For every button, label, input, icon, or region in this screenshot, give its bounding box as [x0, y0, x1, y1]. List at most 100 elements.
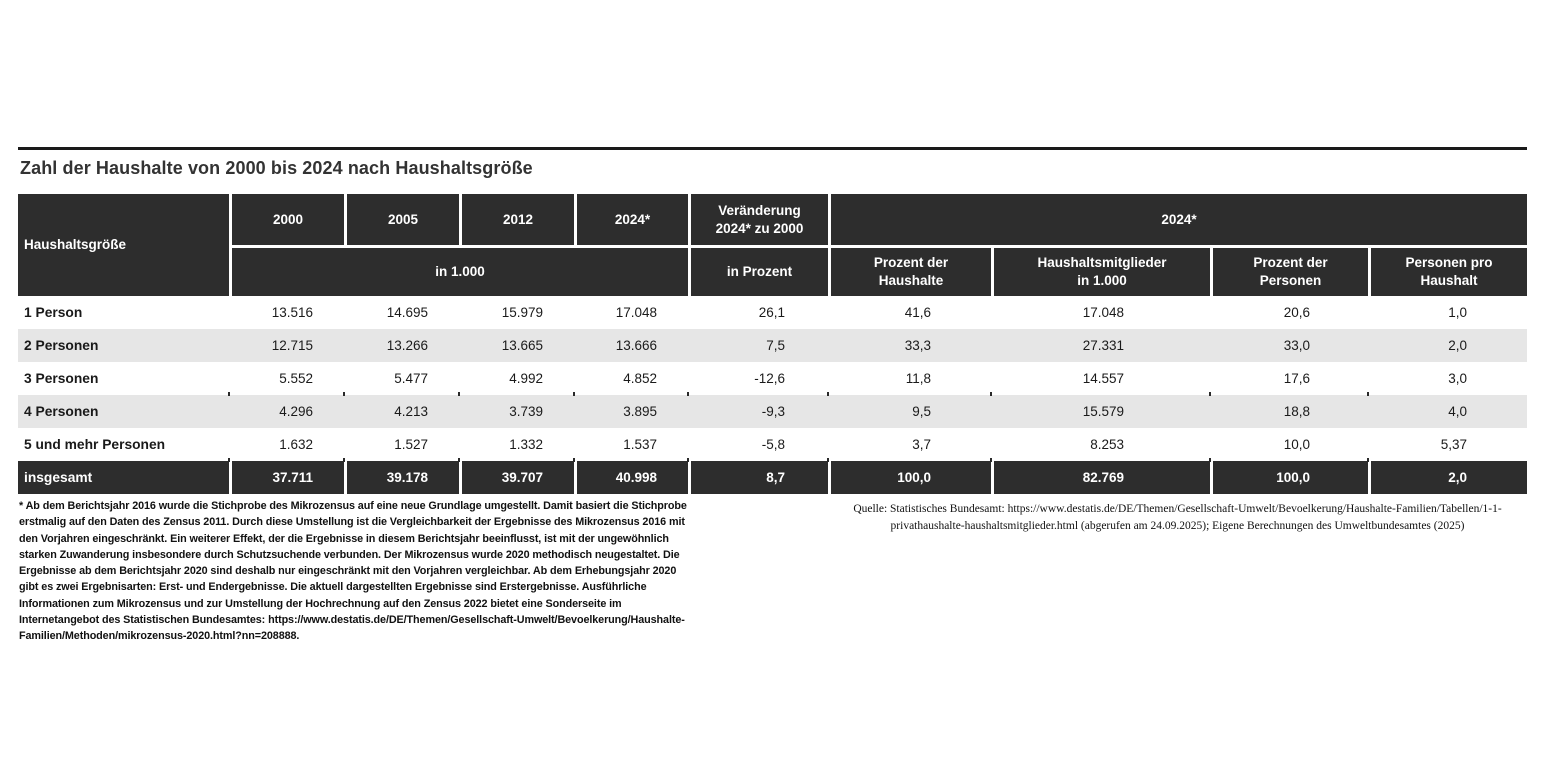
- table-row-1-person: 1 Person 13.516 14.695 15.979 17.048 26,…: [18, 296, 1527, 329]
- cell: 3.739: [459, 395, 574, 428]
- header-year-2024: 2024*: [574, 194, 688, 245]
- cell-border-tick: [827, 392, 829, 396]
- cell: 100,0: [828, 461, 991, 494]
- header-unit-in-1000: in 1.000: [229, 245, 688, 296]
- cell: -5,8: [761, 437, 785, 452]
- subheader-line: in 1.000: [1077, 273, 1127, 288]
- cell: 1.332: [509, 437, 543, 452]
- cell: 5,37: [1440, 437, 1467, 452]
- header-prozent-der-haushalte: Prozent der Haushalte: [828, 245, 991, 296]
- cell: 9,5: [828, 395, 991, 428]
- cell-border-tick: [458, 458, 460, 462]
- header-change-line2: 2024* zu 2000: [715, 220, 804, 236]
- cell: 4,0: [1368, 395, 1527, 428]
- header-year-2012: 2012: [459, 194, 574, 245]
- cell: 100,0: [1210, 461, 1368, 494]
- cell: 8,7: [688, 461, 828, 494]
- cell: 33,0: [1210, 329, 1368, 362]
- cell-border-tick: [687, 458, 689, 462]
- footnote-text: * Ab dem Berichtsjahr 2016 wurde die Sti…: [19, 500, 687, 643]
- cell: 1.527: [394, 437, 428, 452]
- cell: 33,3: [828, 329, 991, 362]
- header-change: Veränderung 2024* zu 2000: [688, 194, 828, 245]
- source-line-1: Quelle: Statistisches Bundesamt: https:/…: [853, 503, 1502, 515]
- cell: 39.178: [344, 461, 459, 494]
- subheader-line: Prozent der: [1253, 255, 1328, 271]
- cell-border-tick: [228, 458, 230, 462]
- cell: 2,0: [1368, 329, 1527, 362]
- cell: 40.998: [574, 461, 688, 494]
- row-label: 2 Personen: [18, 329, 229, 362]
- row-label: 5 und mehr Personen: [24, 437, 166, 452]
- header-haushaltsmitglieder: Haushaltsmitglieder in 1.000: [991, 245, 1210, 296]
- cell-border-tick: [1209, 458, 1211, 462]
- households-table: Haushaltsgröße 2000 2005 2012 2024* Verä…: [18, 194, 1527, 494]
- cell: 5.477: [394, 371, 428, 386]
- cell: 2,0: [1368, 461, 1527, 494]
- header-haushaltsgroesse: Haushaltsgröße: [18, 194, 229, 296]
- cell-border-tick: [573, 458, 575, 462]
- cell: 27.331: [991, 329, 1210, 362]
- page-title: Zahl der Haushalte von 2000 bis 2024 nac…: [20, 158, 533, 178]
- header-year-2005: 2005: [344, 194, 459, 245]
- cell: 4.213: [344, 395, 459, 428]
- cell: -9,3: [688, 395, 828, 428]
- cell: 7,5: [688, 329, 828, 362]
- table-header: Haushaltsgröße 2000 2005 2012 2024* Verä…: [18, 194, 1527, 296]
- cell-border-tick: [343, 392, 345, 396]
- cell: 1.537: [623, 437, 657, 452]
- header-year-2000: 2000: [229, 194, 344, 245]
- cell-border-tick: [573, 392, 575, 396]
- cell: 39.707: [459, 461, 574, 494]
- row-label: 4 Personen: [18, 395, 229, 428]
- cell: 13.516: [271, 305, 313, 320]
- cell-border-tick: [687, 392, 689, 396]
- cell: 3,0: [1448, 371, 1467, 386]
- cell: 17.048: [615, 305, 657, 320]
- row-label: 1 Person: [24, 305, 83, 320]
- cell: 5.552: [279, 371, 313, 386]
- cell-border-tick: [990, 458, 992, 462]
- cell: 8.253: [1090, 437, 1124, 452]
- table-row-3-personen: 3 Personen 5.552 5.477 4.992 4.852 -12,6…: [18, 362, 1527, 395]
- header-change-line1: Veränderung: [718, 202, 801, 218]
- cell: -12,6: [754, 371, 785, 386]
- cell-border-tick: [1209, 392, 1211, 396]
- row-label: insgesamt: [18, 461, 229, 494]
- header-prozent-der-personen: Prozent der Personen: [1210, 245, 1368, 296]
- cell: 26,1: [758, 305, 785, 320]
- table-row-2-personen: 2 Personen 12.715 13.266 13.665 13.666 7…: [18, 329, 1527, 362]
- header-personen-pro-haushalt: Personen pro Haushalt: [1368, 245, 1527, 296]
- cell: 37.711: [229, 461, 344, 494]
- table-row-4-personen: 4 Personen 4.296 4.213 3.739 3.895 -9,3 …: [18, 395, 1527, 428]
- subheader-line: Personen: [1259, 273, 1322, 288]
- cell: 4.296: [229, 395, 344, 428]
- cell: 18,8: [1210, 395, 1368, 428]
- row-label: 3 Personen: [24, 371, 99, 386]
- cell: 17,6: [1283, 371, 1310, 386]
- cell-border-tick: [228, 392, 230, 396]
- subheader-line: Haushalte: [878, 273, 944, 288]
- cell: 4.852: [623, 371, 657, 386]
- cell: 4.992: [509, 371, 543, 386]
- cell: 1,0: [1448, 305, 1467, 320]
- cell: 20,6: [1283, 305, 1310, 320]
- subheader-line: Personen pro: [1405, 255, 1493, 271]
- cell: 15.979: [501, 305, 543, 320]
- cell-border-tick: [1367, 458, 1369, 462]
- cell: 13.666: [574, 329, 688, 362]
- cell: 1.632: [279, 437, 313, 452]
- cell: 15.579: [991, 395, 1210, 428]
- header-unit-in-prozent: in Prozent: [688, 245, 828, 296]
- cell: 11,8: [905, 371, 931, 386]
- cell: 82.769: [991, 461, 1210, 494]
- cell-border-tick: [990, 392, 992, 396]
- subheader-line: Haushaltsmitglieder: [1037, 255, 1167, 271]
- cell: 14.695: [386, 305, 428, 320]
- table-row-insgesamt: insgesamt 37.711 39.178 39.707 40.998 8,…: [18, 461, 1527, 494]
- cell: 14.557: [1082, 371, 1124, 386]
- cell: 3,7: [912, 437, 931, 452]
- subheader-line: Prozent der: [873, 255, 949, 271]
- top-rule: [18, 147, 1527, 150]
